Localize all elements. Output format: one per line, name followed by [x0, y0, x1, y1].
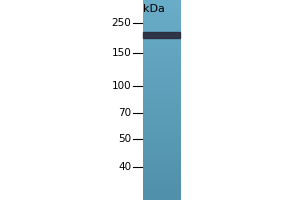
Bar: [142, 32, 180, 38]
Text: 70: 70: [118, 108, 131, 118]
Text: kDa: kDa: [143, 4, 165, 14]
Text: 250: 250: [111, 18, 131, 28]
Text: 100: 100: [112, 81, 131, 91]
Text: 50: 50: [118, 134, 131, 144]
Text: 40: 40: [118, 162, 131, 172]
Text: 150: 150: [111, 48, 131, 58]
